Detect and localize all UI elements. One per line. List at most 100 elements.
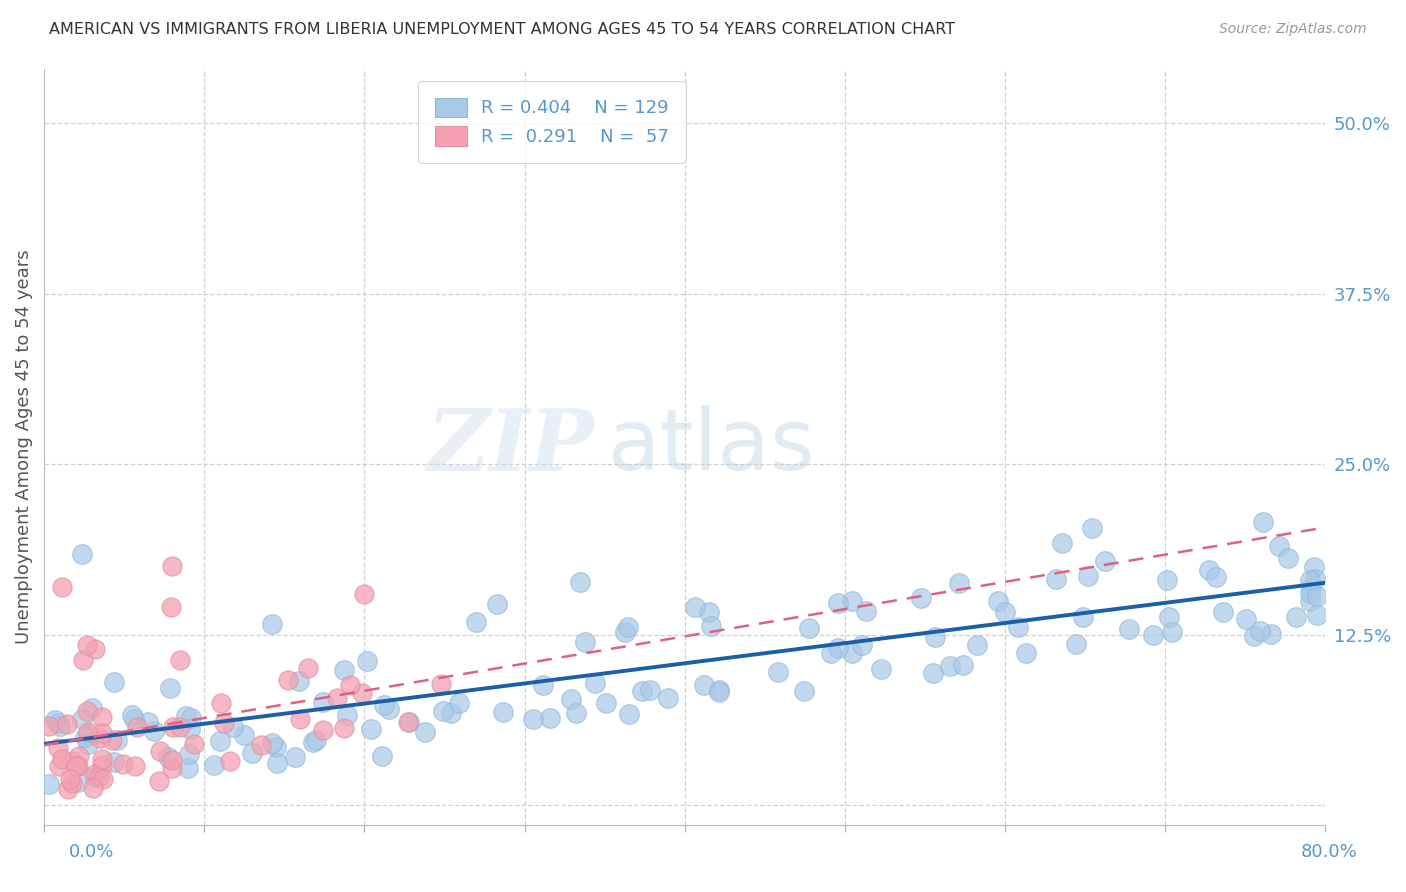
- Americans: [1249, 624, 1271, 638]
- Y-axis label: Unemployment Among Ages 45 to 54 years: Unemployment Among Ages 45 to 54 years: [15, 250, 32, 644]
- Americans: [595, 696, 617, 710]
- Americans: [709, 684, 731, 698]
- Immigrants from Liberia: [160, 753, 183, 767]
- Americans: [1160, 625, 1182, 640]
- Americans: [284, 750, 307, 764]
- Immigrants from Liberia: [160, 559, 183, 574]
- Americans: [1142, 628, 1164, 642]
- Americans: [922, 666, 945, 681]
- Immigrants from Liberia: [76, 704, 98, 718]
- Americans: [492, 705, 515, 719]
- Americans: [176, 709, 198, 723]
- Americans: [1205, 570, 1227, 584]
- Americans: [266, 756, 288, 770]
- Text: 0.0%: 0.0%: [69, 843, 114, 861]
- Americans: [398, 715, 420, 730]
- Americans: [260, 617, 283, 632]
- Americans: [44, 714, 66, 728]
- Americans: [159, 681, 181, 695]
- Immigrants from Liberia: [67, 749, 90, 764]
- Americans: [136, 715, 159, 730]
- Immigrants from Liberia: [148, 774, 170, 789]
- Americans: [105, 733, 128, 747]
- Americans: [1198, 563, 1220, 577]
- Immigrants from Liberia: [149, 744, 172, 758]
- Americans: [70, 712, 93, 726]
- Immigrants from Liberia: [38, 719, 60, 733]
- Americans: [614, 625, 637, 640]
- Americans: [1303, 560, 1326, 574]
- Americans: [1277, 551, 1299, 566]
- Americans: [373, 698, 395, 712]
- Immigrants from Liberia: [312, 723, 335, 738]
- Americans: [371, 748, 394, 763]
- Americans: [1071, 609, 1094, 624]
- Immigrants from Liberia: [66, 759, 89, 773]
- Text: 80.0%: 80.0%: [1301, 843, 1357, 861]
- Americans: [987, 594, 1010, 608]
- Immigrants from Liberia: [51, 580, 73, 594]
- Americans: [564, 706, 586, 720]
- Americans: [122, 713, 145, 727]
- Americans: [617, 706, 640, 721]
- Text: ZIP: ZIP: [427, 405, 595, 489]
- Americans: [1303, 572, 1326, 586]
- Americans: [583, 676, 606, 690]
- Americans: [1014, 646, 1036, 660]
- Immigrants from Liberia: [169, 652, 191, 666]
- Immigrants from Liberia: [169, 720, 191, 734]
- Americans: [994, 605, 1017, 619]
- Americans: [1243, 629, 1265, 643]
- Americans: [432, 704, 454, 718]
- Americans: [793, 683, 815, 698]
- Americans: [966, 638, 988, 652]
- Legend: R = 0.404    N = 129, R =  0.291    N =  57: R = 0.404 N = 129, R = 0.291 N = 57: [418, 81, 686, 162]
- Immigrants from Liberia: [76, 639, 98, 653]
- Americans: [177, 761, 200, 775]
- Americans: [1007, 620, 1029, 634]
- Americans: [924, 631, 946, 645]
- Americans: [156, 750, 179, 764]
- Immigrants from Liberia: [326, 691, 349, 706]
- Americans: [1118, 623, 1140, 637]
- Immigrants from Liberia: [124, 759, 146, 773]
- Immigrants from Liberia: [60, 776, 83, 790]
- Americans: [208, 733, 231, 747]
- Immigrants from Liberia: [396, 715, 419, 730]
- Americans: [1064, 637, 1087, 651]
- Americans: [1299, 574, 1322, 588]
- Americans: [952, 658, 974, 673]
- Americans: [1050, 536, 1073, 550]
- Americans: [707, 682, 730, 697]
- Americans: [336, 707, 359, 722]
- Immigrants from Liberia: [56, 717, 79, 731]
- Americans: [142, 723, 165, 738]
- Americans: [531, 678, 554, 692]
- Americans: [1157, 610, 1180, 624]
- Immigrants from Liberia: [91, 772, 114, 787]
- Immigrants from Liberia: [56, 782, 79, 797]
- Americans: [574, 635, 596, 649]
- Text: atlas: atlas: [607, 406, 815, 489]
- Americans: [485, 597, 508, 611]
- Immigrants from Liberia: [87, 770, 110, 784]
- Americans: [70, 547, 93, 561]
- Americans: [683, 600, 706, 615]
- Americans: [360, 722, 382, 736]
- Americans: [304, 733, 326, 747]
- Americans: [233, 728, 256, 742]
- Immigrants from Liberia: [65, 758, 87, 772]
- Americans: [222, 720, 245, 734]
- Immigrants from Liberia: [277, 673, 299, 687]
- Americans: [288, 673, 311, 688]
- Americans: [332, 663, 354, 677]
- Americans: [264, 740, 287, 755]
- Americans: [855, 604, 877, 618]
- Americans: [80, 700, 103, 714]
- Americans: [910, 591, 932, 606]
- Americans: [820, 646, 842, 660]
- Immigrants from Liberia: [91, 752, 114, 766]
- Immigrants from Liberia: [288, 712, 311, 726]
- Immigrants from Liberia: [214, 715, 236, 730]
- Americans: [177, 747, 200, 761]
